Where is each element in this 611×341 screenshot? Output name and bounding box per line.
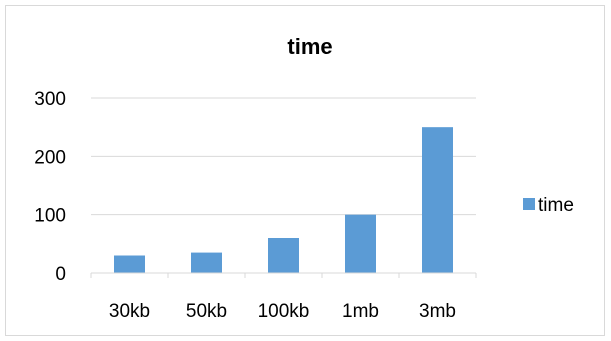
chart-title: time [287,34,332,59]
x-tick-label: 30kb [109,301,150,322]
legend-swatch [523,198,535,210]
y-tick-label: 100 [34,206,66,227]
x-tick-label: 50kb [186,301,227,322]
y-tick-label: 200 [34,147,66,168]
x-axis: 30kb 50kb 100kb 1mb 3mb [90,272,477,322]
grid-lines [91,97,476,216]
x-tick-label: 100kb [258,301,310,322]
x-tick-label: 1mb [342,301,379,322]
y-tick-label: 0 [55,264,66,285]
legend: time [523,195,574,216]
x-tick-label: 3mb [419,301,456,322]
y-tick-label: 300 [34,89,66,110]
y-axis-ticks: 0 100 200 300 [34,89,66,285]
bar [191,252,222,273]
legend-label: time [538,195,574,216]
chart-frame [5,5,605,336]
bar [114,255,145,273]
bars [114,127,453,274]
bar [268,238,299,273]
bar [345,214,376,273]
bar [422,127,453,274]
